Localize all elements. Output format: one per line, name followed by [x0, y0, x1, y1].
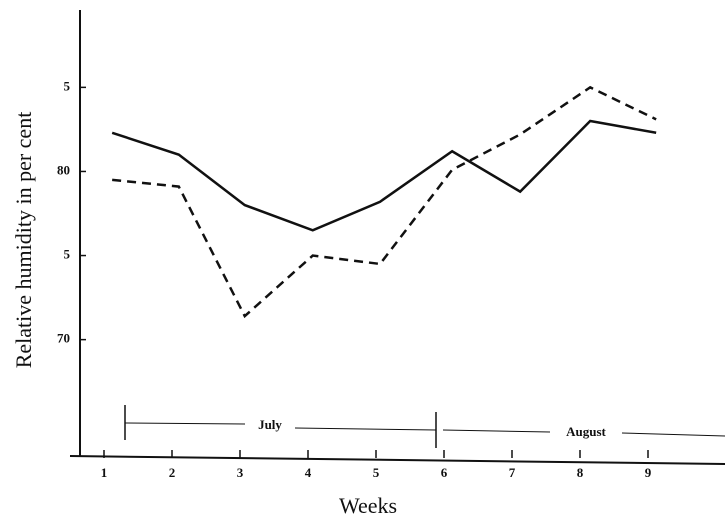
x-axis-label: Weeks — [339, 493, 397, 518]
x-tick-label: 6 — [441, 465, 448, 480]
y-tick-label: 5 — [64, 78, 71, 93]
x-tick-label: 4 — [305, 465, 312, 480]
annotation: July — [258, 417, 282, 432]
x-tick-label: 2 — [169, 465, 176, 480]
x-tick-label: 9 — [645, 465, 652, 480]
y-tick-label: 70 — [57, 331, 70, 346]
x-tick-label: 7 — [509, 465, 516, 480]
data-line — [111, 119, 657, 232]
y-tick-label: 5 — [64, 247, 71, 262]
month-brackets — [124, 405, 725, 448]
x-tick-label: 5 — [373, 465, 380, 480]
y-tick-label: 80 — [57, 162, 70, 177]
x-tick-label: 3 — [237, 465, 244, 480]
y-axis-label: Relative humidity in per cent — [11, 112, 36, 369]
x-tick-label: 8 — [577, 465, 584, 480]
data-line — [112, 85, 657, 319]
x-axis — [69, 455, 725, 465]
x-tick-label: 1 — [101, 465, 108, 480]
annotation: August — [566, 424, 606, 439]
